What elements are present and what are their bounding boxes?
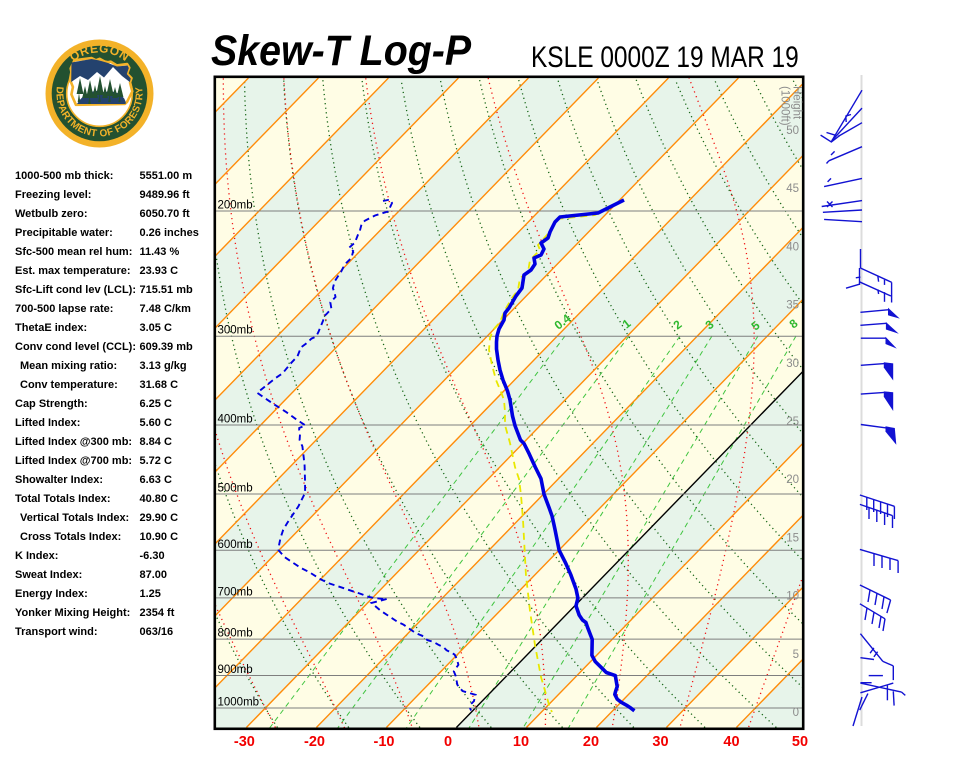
svg-text:Height: Height <box>791 86 803 120</box>
svg-text:20: 20 <box>786 474 799 486</box>
svg-text:500mb: 500mb <box>218 483 253 495</box>
svg-text:30: 30 <box>652 734 668 750</box>
svg-text:300mb: 300mb <box>218 325 253 337</box>
svg-text:900mb: 900mb <box>218 664 253 676</box>
svg-text:20: 20 <box>583 734 599 750</box>
svg-text:200mb: 200mb <box>218 200 253 212</box>
svg-text:-30: -30 <box>234 734 255 750</box>
svg-text:50: 50 <box>792 734 808 750</box>
svg-text:1000mb: 1000mb <box>218 697 260 709</box>
svg-text:50: 50 <box>786 125 799 137</box>
svg-text:(1000ft): (1000ft) <box>779 86 791 126</box>
svg-text:800mb: 800mb <box>218 628 253 640</box>
svg-text:-20: -20 <box>304 734 325 750</box>
svg-text:10: 10 <box>513 734 529 750</box>
svg-text:15: 15 <box>786 532 799 544</box>
svg-text:0: 0 <box>444 734 452 750</box>
svg-text:5: 5 <box>793 649 799 661</box>
svg-text:-10: -10 <box>374 734 395 750</box>
svg-text:700mb: 700mb <box>218 586 253 598</box>
svg-text:45: 45 <box>786 183 799 195</box>
svg-text:400mb: 400mb <box>218 414 253 426</box>
svg-text:600mb: 600mb <box>218 539 253 551</box>
svg-text:40: 40 <box>786 241 799 253</box>
svg-text:40: 40 <box>723 734 739 750</box>
svg-text:30: 30 <box>786 358 799 370</box>
svg-text:25: 25 <box>786 416 799 428</box>
svg-text:10: 10 <box>786 591 799 603</box>
svg-text:0: 0 <box>793 707 799 719</box>
svg-text:35: 35 <box>786 300 799 312</box>
